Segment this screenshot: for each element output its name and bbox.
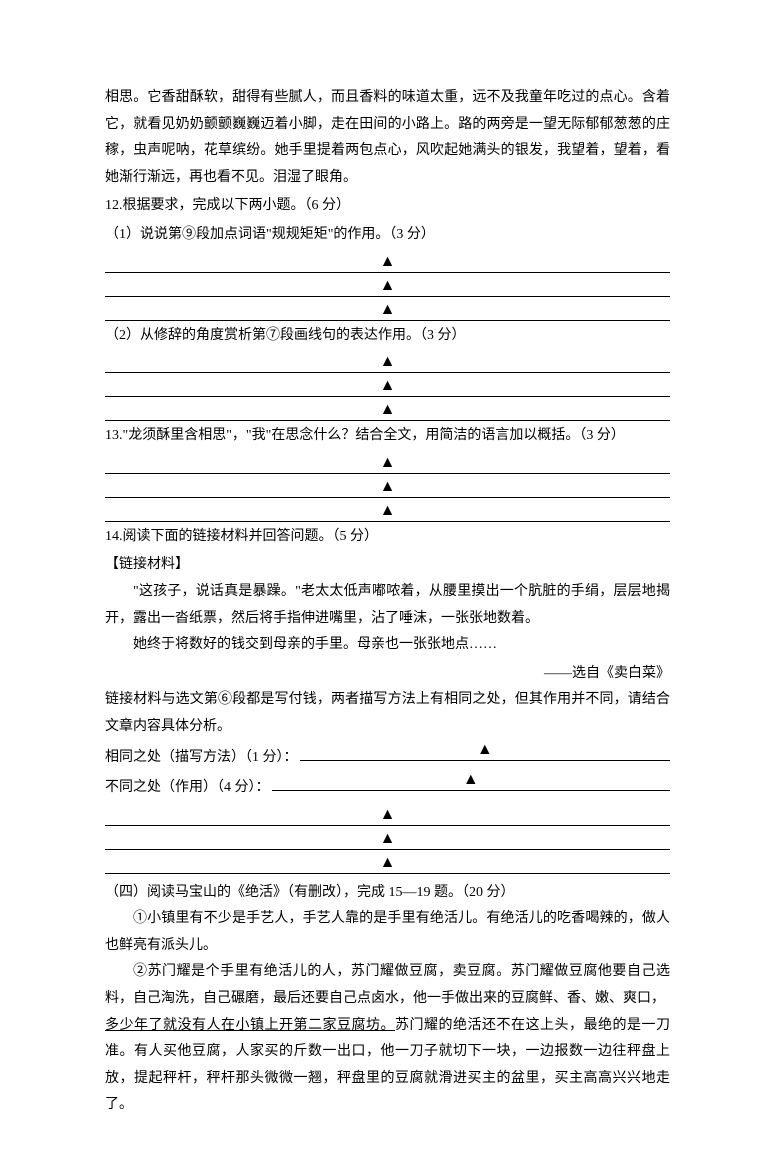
triangle-marker: ▲ <box>380 831 396 847</box>
answer-line[interactable]: ▲ <box>105 500 670 522</box>
triangle-marker: ▲ <box>380 807 396 823</box>
q14-title: 14.阅读下面的链接材料并回答问题。（5 分） <box>105 524 670 551</box>
passage-p2a: ②苏门耀是个手里有绝活儿的人，苏门耀做豆腐，卖豆腐。苏门耀做豆腐他要自己选料，自… <box>105 959 670 1012</box>
intro-paragraph: 相思。它香甜酥软，甜得有些腻人，而且香料的味道太重，远不及我童年吃过的点心。含着… <box>105 85 670 191</box>
answer-line[interactable]: ▲ <box>105 804 670 826</box>
passage-p2b: 多少年了就没有人在小镇上开第二家豆腐坊。苏门耀的绝活还不在这上头，最绝的是一刀准… <box>105 1013 670 1119</box>
link-p2: 她终于将数好的钱交到母亲的手里。母亲也一张张地点…… <box>105 632 670 659</box>
triangle-marker: ▲ <box>477 742 493 758</box>
link-p1: "这孩子，说话真是暴躁。"老太太低声嘟哝着，从腰里摸出一个肮脏的手绢，层层地揭开… <box>105 579 670 632</box>
answer-line[interactable]: ▲ <box>105 852 670 874</box>
triangle-marker: ▲ <box>380 503 396 519</box>
triangle-marker: ▲ <box>380 278 396 294</box>
q12-sub-a: （1）说说第⑨段加点词语"规规矩矩"的作用。（3 分） <box>105 222 670 249</box>
q13-title: 13."龙须酥里含相思"，"我"在思念什么？结合全文，用简洁的语言加以概括。（3… <box>105 423 670 450</box>
underlined-text: 多少年了就没有人在小镇上开第二家豆腐坊。 <box>105 1018 395 1033</box>
link-heading: 【链接材料】 <box>105 552 670 579</box>
answer-line[interactable]: ▲ <box>105 476 670 498</box>
triangle-marker: ▲ <box>380 302 396 318</box>
triangle-marker: ▲ <box>380 254 396 270</box>
q12-title: 12.根据要求，完成以下两小题。（6 分） <box>105 193 670 220</box>
triangle-marker: ▲ <box>463 772 479 788</box>
answer-line[interactable]: ▲ <box>105 452 670 474</box>
passage-p1: ①小镇里有不少是手艺人，手艺人靠的是手里有绝活儿。有绝活儿的吃香喝辣的，做人也鲜… <box>105 906 670 959</box>
q14-lead: 链接材料与选文第⑥段都是写付钱，两者描写方法上有相同之处，但其作用并不同，请结合… <box>105 687 670 740</box>
triangle-marker: ▲ <box>380 855 396 871</box>
answer-inline[interactable]: ▲ <box>300 743 671 761</box>
answer-line[interactable]: ▲ <box>105 251 670 273</box>
triangle-marker: ▲ <box>380 455 396 471</box>
diff-label: 不同之处（作用）（4 分）： <box>105 775 270 802</box>
q12-sub-b: （2）从修辞的角度赏析第⑦段画线句的表达作用。（3 分） <box>105 323 670 350</box>
triangle-marker: ▲ <box>380 354 396 370</box>
section-4-title: （四）阅读马宝山的《绝活》（有删改），完成 15—19 题。（20 分） <box>105 880 670 907</box>
answer-line[interactable]: ▲ <box>105 375 670 397</box>
answer-line[interactable]: ▲ <box>105 299 670 321</box>
same-row: 相同之处（描写方法）（1 分）： ▲ <box>105 743 670 772</box>
answer-inline[interactable]: ▲ <box>272 773 671 791</box>
answer-line[interactable]: ▲ <box>105 275 670 297</box>
answer-line[interactable]: ▲ <box>105 351 670 373</box>
triangle-marker: ▲ <box>380 479 396 495</box>
answer-line[interactable]: ▲ <box>105 399 670 421</box>
triangle-marker: ▲ <box>380 402 396 418</box>
triangle-marker: ▲ <box>380 378 396 394</box>
diff-row: 不同之处（作用）（4 分）： ▲ <box>105 773 670 802</box>
same-label: 相同之处（描写方法）（1 分）： <box>105 745 298 772</box>
link-source: ——选自《卖白菜》 <box>105 661 670 688</box>
answer-line[interactable]: ▲ <box>105 828 670 850</box>
